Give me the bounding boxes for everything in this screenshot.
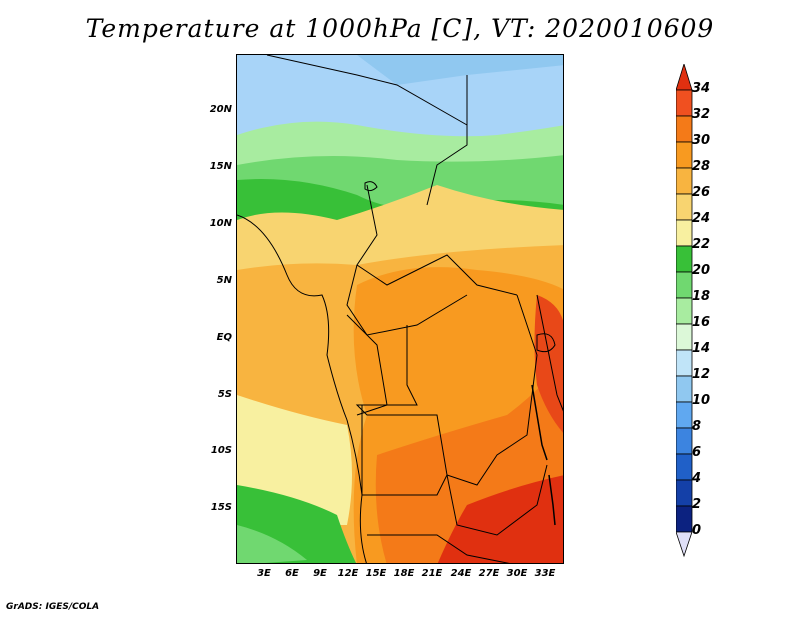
colorbar-label: 12 xyxy=(692,367,711,382)
ocean-green-light xyxy=(237,525,307,563)
credit-label: GrADS: IGES/COLA xyxy=(6,602,100,612)
colorbar-label: 10 xyxy=(692,393,711,408)
lon-label: 3E xyxy=(257,568,271,579)
colorbar-bottom-arrow xyxy=(675,531,693,558)
lat-label: 5S xyxy=(217,389,232,400)
colorbar-segment xyxy=(675,401,693,429)
lon-label: 18E xyxy=(393,568,415,579)
lat-label: 20N xyxy=(209,104,232,115)
colorbar-top-arrow xyxy=(675,62,693,91)
lat-label: EQ xyxy=(216,332,232,343)
colorbar-segment xyxy=(675,453,693,481)
chart-title: Temperature at 1000hPa [C], VT: 20200106… xyxy=(85,14,715,43)
band-blue-mid xyxy=(237,55,563,85)
colorbar-segment xyxy=(675,115,693,143)
colorbar-segment xyxy=(675,505,693,533)
colorbar-segment xyxy=(675,193,693,221)
lat-label: 5N xyxy=(216,275,232,286)
colorbar-label: 18 xyxy=(692,289,711,304)
colorbar-segment xyxy=(675,375,693,403)
border-sahara-1 xyxy=(266,55,468,126)
colorbar-svg xyxy=(675,62,693,558)
colorbar-label: 26 xyxy=(692,185,711,200)
lon-label: 33E xyxy=(534,568,556,579)
lon-label: 30E xyxy=(506,568,528,579)
colorbar-segment xyxy=(675,323,693,351)
lon-label: 9E xyxy=(313,568,327,579)
border-chad xyxy=(356,184,518,296)
colorbar xyxy=(675,62,706,558)
lon-label: 24E xyxy=(450,568,472,579)
lake-malawi xyxy=(548,474,556,526)
colorbar-segment xyxy=(675,167,693,195)
lon-label: 12E xyxy=(337,568,359,579)
colorbar-label: 6 xyxy=(692,445,702,460)
temperature-map xyxy=(236,54,564,564)
colorbar-segment xyxy=(675,245,693,273)
colorbar-label: 22 xyxy=(692,237,711,252)
colorbar-label: 30 xyxy=(692,133,711,148)
colorbar-segment xyxy=(675,141,693,169)
map-canvas xyxy=(237,55,563,563)
colorbar-label: 32 xyxy=(692,107,711,122)
colorbar-segment xyxy=(675,219,693,247)
lat-label: 15N xyxy=(209,161,232,172)
lon-label: 6E xyxy=(285,568,299,579)
colorbar-label: 8 xyxy=(692,419,702,434)
colorbar-label: 16 xyxy=(692,315,711,330)
colorbar-segment xyxy=(675,479,693,507)
lon-label: 15E xyxy=(365,568,387,579)
border-east xyxy=(536,294,563,412)
colorbar-label: 28 xyxy=(692,159,711,174)
border-sahara-2 xyxy=(426,75,468,206)
colorbar-segment xyxy=(675,89,693,117)
colorbar-label: 0 xyxy=(692,523,702,538)
lat-label: 15S xyxy=(210,502,232,513)
border-zambia xyxy=(446,464,548,536)
lon-label: 21E xyxy=(421,568,443,579)
lake-tanganyika xyxy=(531,384,548,461)
colorbar-label: 34 xyxy=(692,81,711,96)
colorbar-segment xyxy=(675,427,693,455)
lon-label: 27E xyxy=(478,568,500,579)
colorbar-label: 20 xyxy=(692,263,711,278)
lake-chad xyxy=(364,181,378,192)
border-drc xyxy=(355,294,538,486)
border-angola xyxy=(361,405,448,496)
border-congo xyxy=(346,314,388,416)
band-red-east xyxy=(534,295,563,433)
band-red xyxy=(437,475,563,563)
colorbar-label: 2 xyxy=(692,497,702,512)
lake-victoria xyxy=(536,333,556,353)
colorbar-segment xyxy=(675,349,693,377)
colorbar-label: 4 xyxy=(692,471,702,486)
lat-label: 10S xyxy=(210,445,232,456)
lat-label: 10N xyxy=(209,218,232,229)
colorbar-label: 24 xyxy=(692,211,711,226)
colorbar-segment xyxy=(675,271,693,299)
colorbar-segment xyxy=(675,297,693,325)
border-south xyxy=(367,534,510,563)
colorbar-label: 14 xyxy=(692,341,711,356)
